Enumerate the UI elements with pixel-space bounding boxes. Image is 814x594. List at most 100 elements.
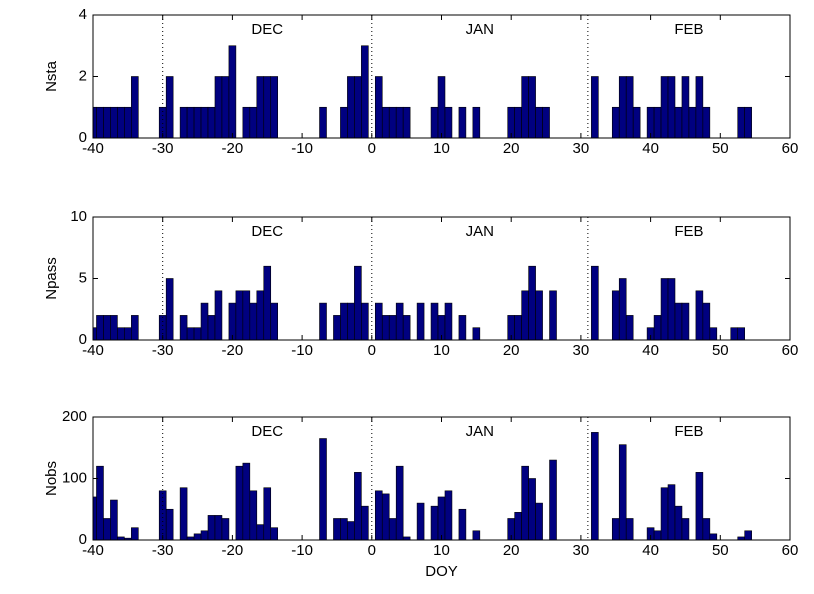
bar bbox=[730, 327, 739, 340]
bar bbox=[625, 315, 634, 340]
bar bbox=[591, 76, 599, 138]
bar bbox=[535, 502, 543, 540]
bar bbox=[702, 106, 711, 138]
bar bbox=[528, 76, 536, 138]
bars bbox=[93, 45, 752, 138]
x-tick-label: 0 bbox=[368, 140, 376, 157]
x-tick-label: 40 bbox=[642, 140, 659, 157]
bar bbox=[591, 432, 599, 540]
bar bbox=[542, 106, 550, 138]
bar bbox=[207, 315, 216, 340]
bar bbox=[256, 524, 265, 540]
bar bbox=[361, 45, 369, 138]
bar bbox=[611, 290, 620, 340]
bar bbox=[437, 496, 446, 540]
bar bbox=[179, 487, 188, 540]
bar bbox=[667, 484, 676, 540]
bar bbox=[472, 530, 481, 540]
x-tick-label: -10 bbox=[291, 542, 313, 559]
x-tick-label: 40 bbox=[642, 542, 659, 559]
x-tick-label: 0 bbox=[368, 342, 376, 359]
bar bbox=[458, 106, 467, 138]
bar bbox=[333, 518, 341, 540]
bar bbox=[256, 76, 265, 138]
bar bbox=[347, 76, 355, 138]
bar bbox=[242, 106, 251, 138]
x-tick-label: -10 bbox=[291, 342, 313, 359]
bar bbox=[200, 302, 209, 340]
bar bbox=[444, 490, 453, 540]
x-tick-label: 10 bbox=[433, 542, 450, 559]
bar bbox=[242, 462, 251, 540]
bar bbox=[625, 76, 634, 138]
bar bbox=[207, 515, 216, 540]
bar bbox=[660, 76, 669, 138]
x-tick-label: -20 bbox=[222, 140, 244, 157]
bar bbox=[249, 490, 258, 540]
bar bbox=[270, 302, 279, 340]
y-tick-label: 2 bbox=[79, 67, 87, 84]
bar bbox=[165, 278, 174, 340]
bar bbox=[110, 315, 118, 340]
bar bbox=[611, 518, 620, 540]
month-label: FEB bbox=[674, 423, 703, 440]
bar bbox=[186, 106, 195, 138]
y-tick-label: 5 bbox=[79, 269, 87, 286]
bar bbox=[618, 444, 627, 540]
bar bbox=[618, 278, 627, 340]
bar bbox=[235, 290, 244, 340]
bar bbox=[221, 76, 230, 138]
bar bbox=[96, 315, 104, 340]
bar bbox=[270, 527, 279, 540]
bar bbox=[681, 76, 690, 138]
month-label: JAN bbox=[466, 423, 494, 440]
bar bbox=[472, 327, 481, 340]
bar bbox=[591, 265, 599, 340]
month-label: JAN bbox=[466, 21, 494, 38]
x-tick-label: 60 bbox=[782, 542, 799, 559]
bar bbox=[709, 533, 718, 540]
bar bbox=[319, 302, 327, 340]
bar bbox=[249, 106, 258, 138]
month-label: FEB bbox=[674, 223, 703, 240]
bar bbox=[96, 106, 104, 138]
bar bbox=[228, 45, 237, 138]
bar bbox=[361, 302, 369, 340]
bar bbox=[354, 472, 362, 540]
bar bbox=[402, 106, 411, 138]
bar bbox=[200, 106, 209, 138]
bar bbox=[131, 76, 139, 138]
bar bbox=[214, 515, 223, 540]
bar bbox=[193, 533, 202, 540]
bar bbox=[388, 518, 397, 540]
bar bbox=[549, 459, 557, 540]
bar bbox=[653, 530, 662, 540]
bar bbox=[263, 265, 272, 340]
bar bbox=[688, 106, 697, 138]
bar bbox=[381, 493, 390, 540]
x-tick-label: -40 bbox=[82, 342, 104, 359]
bar bbox=[458, 315, 467, 340]
bar bbox=[521, 465, 529, 540]
bar bbox=[186, 327, 195, 340]
bar bbox=[221, 518, 230, 540]
bar bbox=[430, 505, 439, 540]
bar bbox=[709, 327, 718, 340]
bar bbox=[458, 508, 467, 540]
bar bbox=[702, 302, 711, 340]
month-label: DEC bbox=[251, 21, 283, 38]
bar bbox=[381, 315, 390, 340]
bar bbox=[354, 76, 362, 138]
bar bbox=[103, 106, 111, 138]
bar bbox=[110, 106, 118, 138]
bar bbox=[117, 327, 125, 340]
x-tick-label: 30 bbox=[573, 342, 590, 359]
x-tick-label: -30 bbox=[152, 542, 174, 559]
bar bbox=[528, 265, 536, 340]
bar bbox=[625, 518, 634, 540]
bar bbox=[242, 290, 251, 340]
bar bbox=[521, 290, 529, 340]
bar bbox=[340, 518, 348, 540]
bar bbox=[96, 465, 104, 540]
y-axis-label: Nsta bbox=[43, 60, 60, 92]
